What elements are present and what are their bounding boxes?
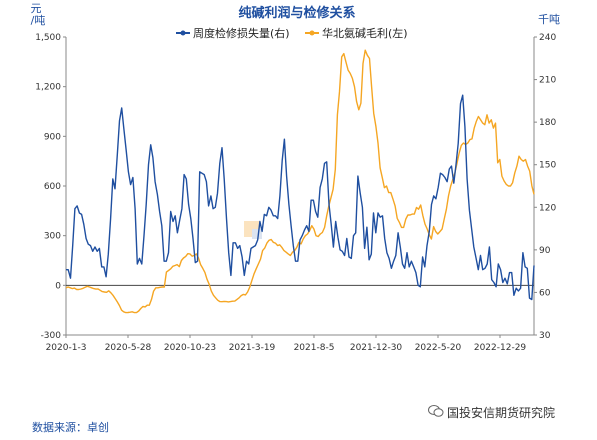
- plot-frame: [65, 37, 535, 336]
- y-left-ticks: 1,500 1,200 900 600 300 0 -300: [35, 33, 66, 341]
- x-tick-label: 2020-1-3: [46, 343, 87, 353]
- series-group: [65, 49, 535, 314]
- x-ticks: 2020-1-3 2020-5-28 2020-10-23 2021-3-19 2021…: [46, 335, 527, 353]
- x-tick-label: 2021-3-19: [229, 343, 276, 353]
- x-tick-label: 2020-5-28: [105, 343, 152, 353]
- legend-label-maintenance: 周度检修损失量(右): [193, 26, 290, 40]
- x-tick-label: 2020-10-23: [164, 343, 216, 353]
- y-right-tick-label: 30: [539, 331, 551, 341]
- y-right-tick-label: 60: [539, 288, 551, 298]
- y-right-tick-label: 120: [539, 203, 556, 213]
- x-tick-label: 2021-12-30: [350, 343, 403, 353]
- series-line-gross-margin: [65, 49, 535, 314]
- y-left-tick-label: 600: [44, 182, 61, 192]
- watermark-logo-square-2: [252, 229, 262, 239]
- left-unit-line-2: /吨: [31, 14, 46, 27]
- legend: 周度检修损失量(右) 华北氨碱毛利(左): [176, 26, 408, 40]
- y-right-tick-label: 210: [539, 76, 556, 86]
- y-right-ticks: 240 210 180 150 120 90 60 30: [534, 33, 556, 341]
- y-left-tick-label: 300: [44, 232, 61, 242]
- brand-name: 国投安信期货研究院: [447, 406, 556, 420]
- y-left-tick-label: 0: [55, 281, 61, 291]
- left-unit-line-1: 元: [31, 2, 42, 15]
- x-tick-label: 2022-5-20: [415, 343, 462, 353]
- x-tick-label: 2022-12-29: [474, 343, 527, 353]
- y-left-tick-label: -300: [41, 331, 62, 341]
- watermark-logo: [244, 221, 262, 239]
- legend-label-margin: 华北氨碱毛利(左): [322, 26, 408, 40]
- legend-marker-margin: [309, 30, 315, 36]
- y-right-tick-label: 90: [539, 246, 551, 256]
- legend-marker-maintenance: [180, 30, 186, 36]
- y-left-tick-label: 1,200: [35, 83, 61, 93]
- x-tick-label: 2021-8-5: [294, 343, 335, 353]
- watermark-logo-square: [244, 221, 260, 237]
- y-right-tick-label: 240: [539, 33, 556, 43]
- series-line-maintenance-loss: [66, 94, 535, 301]
- y-left-tick-label: 900: [44, 132, 61, 142]
- y-right-tick-label: 150: [539, 161, 556, 171]
- right-unit: 千吨: [538, 13, 560, 26]
- chart-title: 纯碱利润与检修关系: [238, 5, 355, 21]
- y-right-tick-label: 180: [539, 118, 556, 128]
- data-source: 数据来源：卓创: [32, 421, 109, 434]
- wechat-icon: [428, 405, 444, 417]
- y-left-tick-label: 1,500: [35, 33, 61, 43]
